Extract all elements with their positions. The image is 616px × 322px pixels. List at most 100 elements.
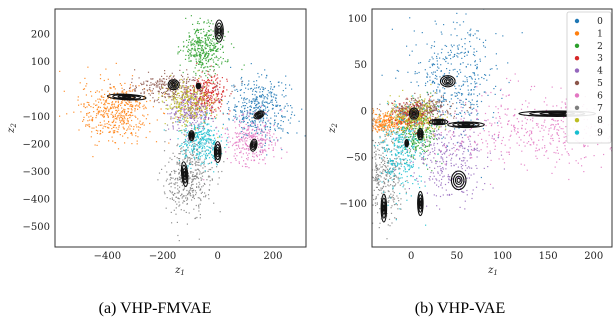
scatter-point <box>459 101 461 104</box>
scatter-point <box>124 104 126 106</box>
scatter-point <box>176 106 178 108</box>
scatter-point <box>121 117 123 119</box>
scatter-point <box>257 128 259 130</box>
scatter-point <box>252 90 254 92</box>
scatter-point <box>193 189 195 191</box>
scatter-point <box>182 118 184 120</box>
scatter-point <box>469 167 471 169</box>
scatter-point <box>197 197 199 199</box>
scatter-point <box>503 168 505 170</box>
scatter-point <box>436 75 438 78</box>
scatter-point <box>223 86 225 88</box>
scatter-point <box>183 108 185 110</box>
scatter-point <box>187 100 189 102</box>
scatter-point <box>256 84 258 86</box>
scatter-point <box>189 99 191 101</box>
scatter-point <box>96 108 99 110</box>
scatter-point <box>395 111 397 113</box>
scatter-point <box>204 48 206 50</box>
scatter-point <box>470 104 472 106</box>
scatter-point <box>197 38 199 40</box>
scatter-point <box>467 85 469 87</box>
scatter-point <box>464 111 466 113</box>
scatter-point <box>180 90 182 93</box>
scatter-point <box>420 121 422 123</box>
scatter-point <box>202 167 204 169</box>
scatter-point <box>426 192 428 194</box>
scatter-point <box>211 98 213 100</box>
scatter-point <box>172 122 174 124</box>
scatter-point <box>383 120 385 122</box>
scatter-point <box>400 127 402 129</box>
y-tick-label: −200 <box>23 139 50 150</box>
scatter-point <box>84 107 86 109</box>
scatter-point <box>290 117 292 119</box>
scatter-point <box>210 82 212 84</box>
scatter-point <box>190 94 192 96</box>
scatter-point <box>213 111 215 113</box>
scatter-point <box>444 183 447 186</box>
scatter-point <box>203 126 205 128</box>
scatter-point <box>440 151 442 153</box>
scatter-point <box>177 124 179 126</box>
scatter-point <box>184 115 187 117</box>
scatter-point <box>193 99 195 101</box>
scatter-point <box>181 94 183 96</box>
scatter-point <box>181 193 183 195</box>
scatter-point <box>245 143 247 145</box>
scatter-point <box>207 154 209 156</box>
scatter-point <box>419 147 421 149</box>
scatter-point <box>473 73 475 75</box>
scatter-point <box>386 119 388 121</box>
scatter-point <box>217 89 219 91</box>
scatter-point <box>473 72 475 74</box>
scatter-point <box>160 108 162 110</box>
scatter-point <box>394 110 396 112</box>
scatter-point <box>212 156 214 158</box>
scatter-point <box>192 23 194 25</box>
scatter-point <box>265 77 267 79</box>
scatter-point <box>154 84 156 86</box>
scatter-point <box>450 58 452 60</box>
scatter-point <box>248 101 250 103</box>
scatter-point <box>484 46 486 48</box>
scatter-point <box>291 88 293 90</box>
scatter-point <box>176 203 178 205</box>
scatter-point <box>105 126 107 128</box>
scatter-point <box>193 71 195 73</box>
scatter-point <box>380 125 382 127</box>
contour-ring <box>188 131 195 140</box>
scatter-point <box>198 146 200 148</box>
scatter-point <box>236 155 238 157</box>
scatter-point <box>463 141 465 143</box>
scatter-point <box>200 40 202 42</box>
scatter-point <box>235 110 237 112</box>
scatter-point <box>178 87 180 89</box>
scatter-point <box>433 138 435 140</box>
scatter-point <box>166 93 168 95</box>
scatter-point <box>236 118 238 121</box>
scatter-point <box>189 36 191 38</box>
scatter-point <box>429 137 431 140</box>
scatter-point <box>417 141 419 143</box>
scatter-point <box>197 129 199 131</box>
scatter-point <box>186 203 188 205</box>
scatter-point <box>195 96 197 98</box>
scatter-point <box>177 51 179 53</box>
scatter-point <box>385 123 387 125</box>
scatter-point <box>180 107 183 109</box>
scatter-point <box>187 147 189 149</box>
scatter-point <box>199 189 201 191</box>
scatter-point <box>209 103 211 106</box>
scatter-point <box>421 32 423 34</box>
scatter-point <box>181 96 183 98</box>
scatter-point <box>203 82 205 84</box>
scatter-point <box>456 12 458 14</box>
y-tick-label: −400 <box>23 194 50 205</box>
scatter-point <box>438 67 440 69</box>
scatter-point <box>119 74 121 76</box>
scatter-point <box>132 85 134 87</box>
scatter-point <box>254 90 257 92</box>
scatter-point <box>192 85 195 87</box>
scatter-point <box>212 106 214 108</box>
